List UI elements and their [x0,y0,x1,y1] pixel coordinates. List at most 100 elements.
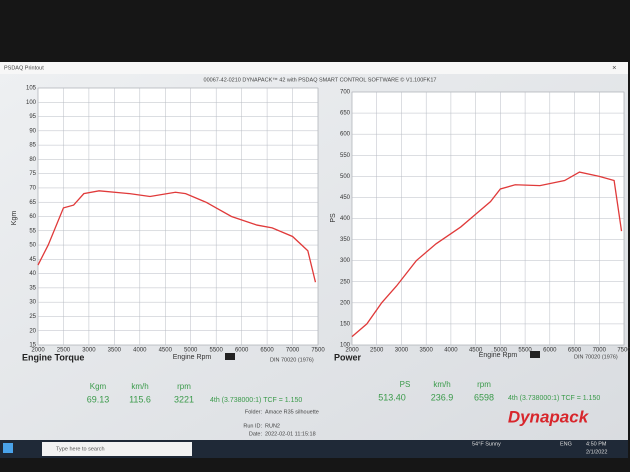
y-tick-label: 300 [340,258,351,264]
x-tick-label: 3500 [108,348,122,354]
x-tick-label: 2000 [345,348,359,354]
readout-header: km/h [433,380,450,389]
x-tick-label: 2500 [370,348,384,354]
y-tick-label: 105 [26,86,37,92]
y-tick-label: 500 [340,174,351,180]
readout-header: PS [400,380,411,389]
x-tick-label: 4000 [444,348,458,354]
y-tick-label: 200 [340,300,351,306]
readout-value: 115.6 [129,394,151,404]
y-tick-label: 50 [29,243,36,249]
y-tick-label: 700 [340,90,351,96]
y-tick-label: 35 [29,285,36,291]
weather: 54°F Sunny [472,441,501,447]
gear: 4th (3.738000:1) TCF = 1.150 [508,395,600,402]
readout-header: rpm [177,382,191,391]
x-tick-label: 7500 [311,348,325,354]
y-tick-label: 100 [26,100,37,106]
x-label: Engine Rpm [173,354,212,361]
date: 2022-02-01 11:15:18 [265,431,316,437]
y-tick-label: 70 [29,186,36,192]
y-tick-label: 60 [29,214,36,220]
title-bar [0,62,628,74]
x-tick-label: 3500 [420,348,434,354]
x-tick-label: 5500 [518,348,532,354]
clock-time: 4:50 PM [586,441,607,447]
y-tick-label: 400 [340,216,351,222]
y-tick-label: 80 [29,157,36,163]
folder: Amace R35 silhouette [265,409,319,415]
x-tick-label: 5000 [494,348,508,354]
x-label: Engine Rpm [479,352,518,359]
window-title: PSDAQ Printout [4,65,44,71]
curve [37,190,317,283]
y-tick-label: 45 [29,257,36,263]
y-tick-label: 90 [29,128,36,134]
date-label: Date: [249,431,263,437]
y-tick-label: 550 [340,153,351,159]
curve [351,171,623,338]
x-tick-label: 2000 [31,348,45,354]
x-tick-label: 6500 [260,348,274,354]
readout-header: rpm [477,380,491,389]
y-tick-label: 15 [29,343,36,349]
dropdown[interactable] [225,353,235,360]
language: ENG [560,441,572,447]
y-tick-label: 100 [340,343,351,349]
y-tick-label: 600 [340,132,351,138]
standard: DIN 70020 (1976) [574,354,618,360]
x-tick-label: 6000 [235,348,249,354]
readout-value: 513.40 [378,392,406,402]
readout-value: 3221 [174,394,194,404]
chart-title: Power [334,352,362,362]
chart-title: Engine Torque [22,352,84,362]
logo: Dynapack [508,407,590,426]
x-tick-label: 7500 [617,348,630,354]
x-tick-label: 6000 [543,348,557,354]
x-tick-label: 5500 [210,348,224,354]
y-label: Kgm [11,211,18,226]
clock-date: 2/1/2022 [586,449,607,455]
gear: 4th (3.738000:1) TCF = 1.150 [210,397,302,404]
y-tick-label: 65 [29,200,36,206]
run-id: RUN2 [265,423,280,429]
start-button[interactable] [3,443,13,453]
y-tick-label: 150 [340,321,351,327]
y-tick-label: 350 [340,237,351,243]
x-tick-label: 6500 [568,348,582,354]
readout-value: 236.9 [431,392,454,402]
y-tick-label: 95 [29,114,36,120]
dropdown[interactable] [530,351,540,358]
y-tick-label: 40 [29,271,36,277]
y-tick-label: 55 [29,228,36,234]
x-tick-label: 4000 [133,348,147,354]
y-tick-label: 20 [29,328,36,334]
header: 00067-42-0210 DYNAPACK™ 42 with PSDAQ SM… [204,76,437,83]
x-tick-label: 7000 [593,348,607,354]
x-tick-label: 3000 [395,348,409,354]
readout-header: Kgm [90,382,107,391]
y-tick-label: 250 [340,279,351,285]
standard: DIN 70020 (1976) [270,357,314,363]
x-tick-label: 4500 [469,348,483,354]
x-tick-label: 7000 [286,348,300,354]
y-tick-label: 25 [29,314,36,320]
search-text: Type here to search [56,446,105,452]
readout-value: 6598 [474,392,494,402]
y-tick-label: 450 [340,195,351,201]
x-tick-label: 5000 [184,348,198,354]
x-tick-label: 3000 [82,348,96,354]
y-tick-label: 85 [29,143,36,149]
close-button[interactable]: ✕ [612,65,617,71]
y-label: PS [330,213,337,223]
y-tick-label: 650 [340,111,351,117]
readout-value: 69.13 [87,394,110,404]
folder-label: Folder: [245,409,263,415]
search-box[interactable] [42,442,192,456]
x-tick-label: 2500 [57,348,71,354]
y-tick-label: 30 [29,300,36,306]
run-label: Run ID: [243,423,262,429]
x-tick-label: 4500 [159,348,173,354]
y-tick-label: 75 [29,171,36,177]
